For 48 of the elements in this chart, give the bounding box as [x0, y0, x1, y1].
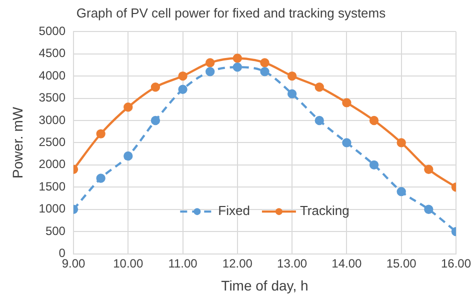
- y-tick-label: 5000: [38, 24, 66, 38]
- x-tick-label: 16.00: [440, 256, 472, 270]
- y-tick-label: 500: [45, 224, 66, 238]
- point: [96, 129, 106, 138]
- y-tick-label: 1000: [38, 202, 66, 216]
- x-tick-label: 14.00: [332, 256, 362, 270]
- point: [260, 66, 270, 76]
- point: [369, 116, 379, 126]
- x-tick-label: 10.00: [113, 256, 144, 270]
- x-axis-title: Time of day, h: [221, 277, 308, 294]
- point: [287, 71, 297, 81]
- point: [424, 204, 434, 214]
- point: [232, 54, 242, 63]
- y-tick-label: 3000: [38, 112, 66, 127]
- legend-label: Fixed: [218, 203, 250, 218]
- x-tick-label: 15.00: [386, 256, 417, 270]
- point: [342, 98, 352, 108]
- point: [314, 116, 324, 126]
- y-tick-label: 2000: [38, 157, 66, 172]
- point: [396, 186, 406, 196]
- point: [124, 151, 133, 161]
- point: [150, 82, 160, 92]
- point: [369, 160, 379, 170]
- point: [342, 138, 352, 148]
- point: [206, 58, 215, 68]
- x-tick-label: 12.00: [222, 256, 253, 270]
- point: [396, 138, 406, 148]
- point: [96, 174, 106, 183]
- point: [314, 82, 324, 92]
- point: [206, 66, 215, 76]
- point: [260, 58, 270, 68]
- y-tick-label: 1500: [38, 179, 66, 194]
- y-tick-label: 4000: [38, 68, 66, 82]
- point: [124, 102, 133, 112]
- point: [150, 116, 160, 126]
- y-axis-title: Power. mW: [9, 106, 26, 178]
- y-tick-label: 3500: [38, 90, 66, 105]
- point: [424, 164, 434, 174]
- y-tick-label: 4500: [38, 46, 66, 60]
- point: [178, 71, 188, 81]
- chart-title: Graph of PV cell power for fixed and tracking systems: [76, 5, 386, 20]
- legend-label: Tracking: [300, 203, 350, 218]
- point: [178, 84, 188, 94]
- x-tick-label: 11.00: [168, 256, 198, 270]
- y-tick-label: 2500: [38, 135, 66, 150]
- point: [287, 89, 297, 98]
- x-tick-label: 13.00: [277, 256, 308, 270]
- point: [232, 62, 242, 72]
